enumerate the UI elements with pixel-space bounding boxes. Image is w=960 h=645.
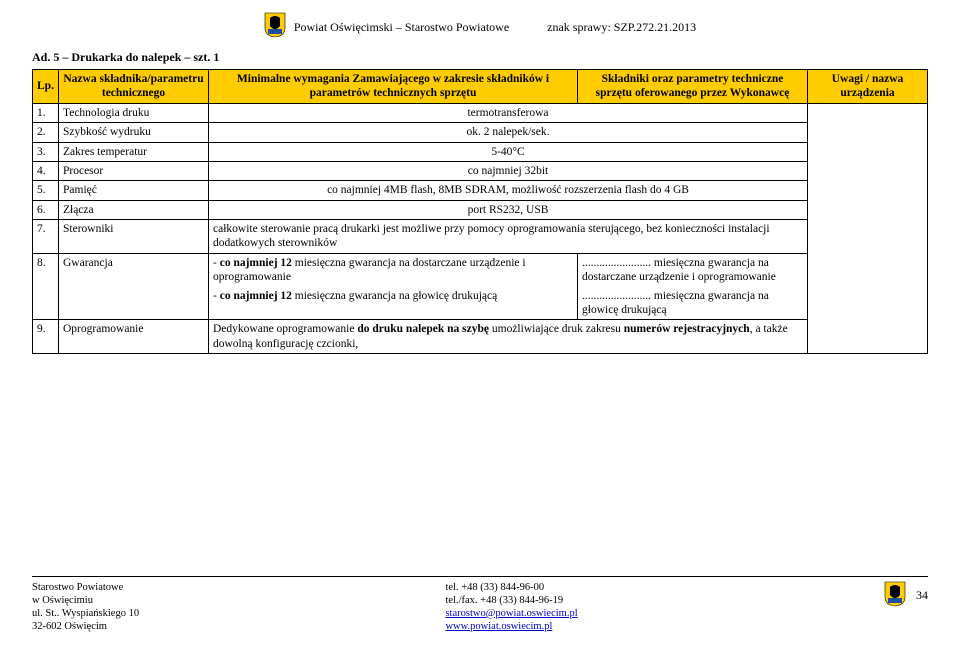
cell-num: 6. xyxy=(33,200,59,219)
cell-param: Zakres temperatur xyxy=(59,142,209,161)
cell-req: Dedykowane oprogramowanie do druku nalep… xyxy=(209,320,808,354)
cell-param: Technologia druku xyxy=(59,103,209,122)
cell-param: Sterowniki xyxy=(59,220,209,254)
table-row: 5. Pamięć co najmniej 4MB flash, 8MB SDR… xyxy=(33,181,928,200)
cell-req: - co najmniej 12 miesięczna gwarancja na… xyxy=(209,253,578,286)
warranty-off-b: ........................ miesięczna gwar… xyxy=(582,290,769,316)
col-minreq: Minimalne wymagania Zamawiającego w zakr… xyxy=(209,70,578,104)
footer-fax: tel./fax. +48 (33) 844-96-19 xyxy=(445,594,577,607)
cell-num: 2. xyxy=(33,123,59,142)
cell-param: Złącza xyxy=(59,200,209,219)
footer-email[interactable]: starostwo@powiat.oswiecim.pl xyxy=(445,607,577,620)
footer-street: ul. St.. Wyspiańskiego 10 xyxy=(32,607,139,620)
warranty-off-a: ........................ miesięczna gwar… xyxy=(582,257,776,283)
footer-city: w Oświęcimiu xyxy=(32,594,139,607)
table-row: 8. Gwarancja - co najmniej 12 miesięczna… xyxy=(33,253,928,286)
cell-req: całkowite sterowanie pracą drukarki jest… xyxy=(209,220,808,254)
table-row: 9. Oprogramowanie Dedykowane oprogramowa… xyxy=(33,320,928,354)
footer-url[interactable]: www.powiat.oswiecim.pl xyxy=(445,620,577,633)
cell-num: 1. xyxy=(33,103,59,122)
header-org: Powiat Oświęcimski – Starostwo Powiatowe xyxy=(294,20,509,35)
table-row: 6. Złącza port RS232, USB xyxy=(33,200,928,219)
cell-num: 3. xyxy=(33,142,59,161)
warranty-req-a: - co najmniej 12 miesięczna gwarancja na… xyxy=(213,257,526,283)
crest-icon xyxy=(264,12,286,42)
cell-param: Oprogramowanie xyxy=(59,320,209,354)
cell-param: Gwarancja xyxy=(59,253,209,320)
footer-org: Starostwo Powiatowe xyxy=(32,581,139,594)
table-row: 4. Procesor co najmniej 32bit xyxy=(33,161,928,180)
table-row: 1. Technologia druku termotransferowa xyxy=(33,103,928,122)
page-header: Powiat Oświęcimski – Starostwo Powiatowe… xyxy=(32,12,928,42)
cell-param: Szybkość wydruku xyxy=(59,123,209,142)
cell-req: co najmniej 4MB flash, 8MB SDRAM, możliw… xyxy=(209,181,808,200)
header-case: znak sprawy: SZP.272.21.2013 xyxy=(547,20,696,35)
cell-num: 9. xyxy=(33,320,59,354)
cell-req: ok. 2 nalepek/sek. xyxy=(209,123,808,142)
footer-right: 34 xyxy=(884,581,928,611)
cell-req: 5-40°C xyxy=(209,142,808,161)
col-offered: Składniki oraz parametry techniczne sprz… xyxy=(578,70,808,104)
table-row: 2. Szybkość wydruku ok. 2 nalepek/sek. xyxy=(33,123,928,142)
cell-remarks xyxy=(808,103,928,353)
section-title: Ad. 5 – Drukarka do nalepek – szt. 1 xyxy=(32,50,928,65)
table-header-row: Lp. Nazwa składnika/parametru techniczne… xyxy=(33,70,928,104)
page-number: 34 xyxy=(916,588,928,603)
footer-tel: tel. +48 (33) 844-96-00 xyxy=(445,581,577,594)
cell-num: 4. xyxy=(33,161,59,180)
spec-table: Lp. Nazwa składnika/parametru techniczne… xyxy=(32,69,928,354)
cell-num: 8. xyxy=(33,253,59,320)
cell-param: Procesor xyxy=(59,161,209,180)
warranty-req-b: - co najmniej 12 miesięczna gwarancja na… xyxy=(213,290,497,302)
col-param: Nazwa składnika/parametru technicznego xyxy=(59,70,209,104)
cell-num: 7. xyxy=(33,220,59,254)
footer-left: Starostwo Powiatowe w Oświęcimiu ul. St.… xyxy=(32,581,139,634)
footer-zip: 32-602 Oświęcim xyxy=(32,620,139,633)
cell-offered: ........................ miesięczna gwar… xyxy=(578,253,808,286)
table-row: 3. Zakres temperatur 5-40°C xyxy=(33,142,928,161)
footer-center: tel. +48 (33) 844-96-00 tel./fax. +48 (3… xyxy=(445,581,577,634)
cell-offered: ........................ miesięczna gwar… xyxy=(578,287,808,320)
cell-req: - co najmniej 12 miesięczna gwarancja na… xyxy=(209,287,578,320)
cell-req: termotransferowa xyxy=(209,103,808,122)
col-lp: Lp. xyxy=(33,70,59,104)
cell-req: port RS232, USB xyxy=(209,200,808,219)
cell-req: co najmniej 32bit xyxy=(209,161,808,180)
cell-num: 5. xyxy=(33,181,59,200)
col-remarks: Uwagi / nazwa urządzenia xyxy=(808,70,928,104)
cell-param: Pamięć xyxy=(59,181,209,200)
page-footer: Starostwo Powiatowe w Oświęcimiu ul. St.… xyxy=(32,576,928,634)
table-row: 7. Sterowniki całkowite sterowanie pracą… xyxy=(33,220,928,254)
crest-icon xyxy=(884,581,906,611)
